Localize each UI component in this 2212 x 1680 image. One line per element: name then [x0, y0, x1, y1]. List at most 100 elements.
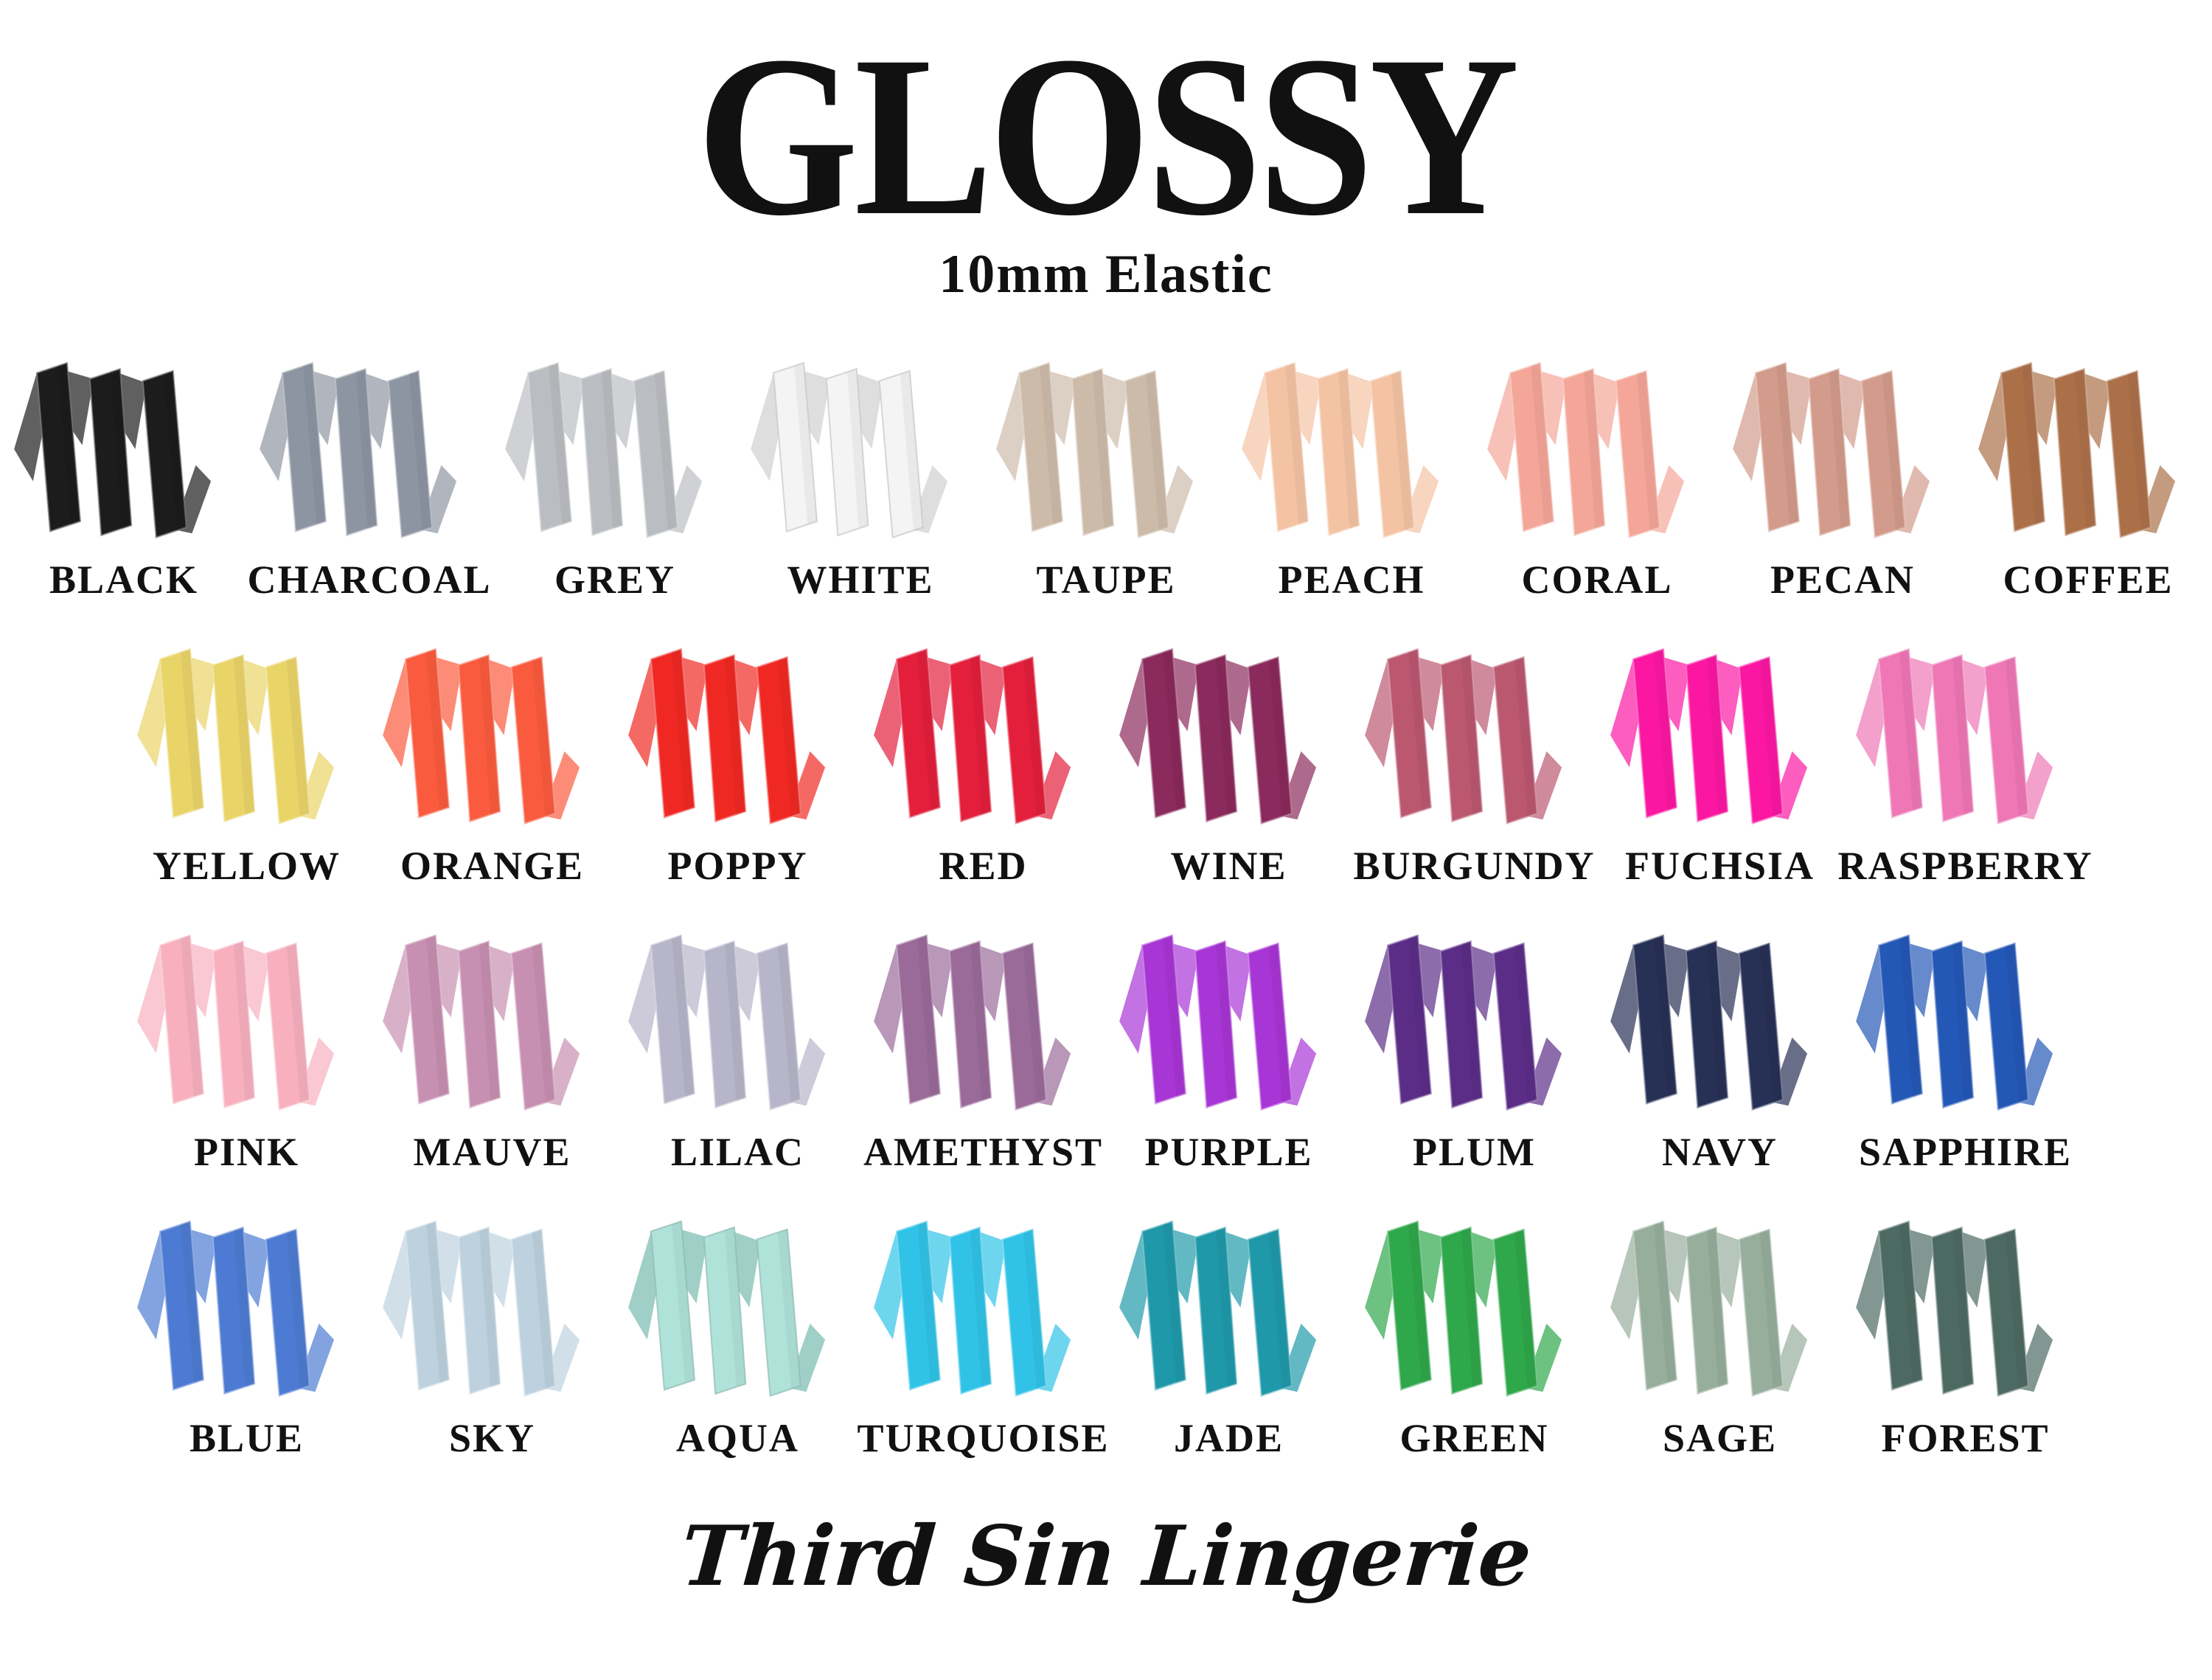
ribbon-edge-shade	[1706, 941, 1728, 1101]
ribbon-swatch	[873, 1220, 1071, 1398]
ribbon-front-strip	[1983, 1228, 2029, 1398]
ribbon-edge-shade	[1952, 941, 1973, 1101]
ribbon-edge-shade	[970, 941, 991, 1101]
ribbon-edge-shade	[1145, 370, 1169, 531]
ribbon-edge-shade	[425, 649, 449, 811]
ribbon-front-strip	[1194, 1226, 1237, 1395]
ribbon-edge-shade	[1776, 363, 1799, 525]
ribbon-edge-shade	[1408, 1221, 1431, 1384]
ribbon-swatch	[1487, 361, 1685, 539]
ribbon-edge-shade	[2022, 363, 2045, 525]
ribbon-front-strip	[1247, 942, 1293, 1111]
ribbon-front-strip	[948, 653, 992, 823]
swatch-row-1: BLACK CHARCOAL GREY WHITE TAUPE PEACH CORAL PEC…	[0, 349, 2212, 603]
ribbon-edge-shade	[286, 1229, 310, 1389]
swatch-label: BURGUNDY	[1353, 844, 1596, 888]
swatch-cell: GREY	[493, 349, 738, 603]
swatch-label: CHARCOAL	[247, 558, 492, 602]
page-subtitle: 10mm Elastic	[939, 244, 1273, 305]
ribbon-edge-shade	[847, 369, 869, 529]
ribbon-edge-shade	[1215, 655, 1237, 815]
ribbon-swatch	[136, 1220, 334, 1398]
swatch-label: SAGE	[1662, 1416, 1778, 1460]
swatch-label: BLACK	[49, 558, 199, 602]
ribbon-front-strip	[404, 1220, 450, 1391]
ribbon-front-strip	[948, 940, 992, 1109]
ribbon-front-strip	[756, 656, 801, 825]
ribbon-edge-shade	[1514, 1229, 1537, 1389]
ribbon-front-strip	[1263, 361, 1310, 532]
ribbon-front-strip	[1632, 934, 1677, 1105]
ribbon-edge-shade	[1636, 370, 1660, 531]
ribbon-edge-shade	[479, 941, 500, 1101]
ribbon-edge-shade	[1268, 1229, 1292, 1389]
ribbon-front-strip	[35, 361, 82, 532]
ribbon-front-strip	[510, 656, 556, 825]
ribbon-edge-shade	[2005, 943, 2028, 1103]
ribbon-front-strip	[1877, 1220, 1923, 1391]
ribbon-front-strip	[1632, 1220, 1677, 1391]
ribbon-edge-shade	[1391, 370, 1414, 531]
ribbon-front-strip	[1141, 934, 1186, 1105]
swatch-label: PEACH	[1278, 558, 1425, 602]
swatch-label: SAPPHIRE	[1858, 1130, 2073, 1174]
ribbon-swatch	[505, 361, 703, 539]
ribbon-edge-shade	[724, 941, 745, 1101]
ribbon-front-strip	[404, 934, 450, 1105]
ribbon-front-strip	[457, 940, 501, 1109]
ribbon-edge-shade	[356, 369, 378, 529]
swatch-label: RED	[939, 844, 1028, 888]
ribbon-front-strip	[1983, 942, 2029, 1111]
ribbon-swatch	[1610, 934, 1807, 1111]
swatch-cell: SKY	[369, 1207, 615, 1461]
ribbon-edge-shade	[1268, 943, 1292, 1103]
swatch-label: CORAL	[1521, 558, 1673, 602]
ribbon-edge-shade	[671, 1221, 695, 1384]
ribbon-front-strip	[1738, 942, 1784, 1111]
ribbon-swatch	[1733, 361, 1930, 539]
ribbon-front-strip	[281, 361, 327, 532]
swatch-label: WHITE	[787, 558, 934, 602]
swatch-cell: FUCHSIA	[1597, 635, 1843, 889]
ribbon-swatch	[382, 1220, 580, 1398]
ribbon-front-strip	[1386, 934, 1432, 1105]
ribbon-edge-shade	[180, 1221, 204, 1384]
color-chart-page: { "title": "GLOSSY", "subtitle": "10mm E…	[0, 21, 2212, 1680]
ribbon-edge-shade	[1040, 363, 1062, 525]
ribbon-front-strip	[1930, 1226, 1974, 1395]
swatch-label: TAUPE	[1036, 558, 1176, 602]
swatch-cell: RED	[860, 635, 1106, 889]
ribbon-front-strip	[756, 942, 801, 1111]
page-header: GLOSSY 10mm Elastic	[0, 21, 2212, 306]
swatch-cell: PINK	[124, 921, 369, 1175]
ribbon-front-strip	[1492, 942, 1538, 1111]
ribbon-front-strip	[142, 369, 187, 539]
ribbon-edge-shade	[479, 655, 500, 815]
swatch-cell: PLUM	[1352, 921, 1597, 1175]
ribbon-front-strip	[703, 1226, 746, 1395]
ribbon-edge-shade	[777, 943, 801, 1103]
ribbon-front-strip	[1983, 656, 2029, 825]
swatch-cell: TAUPE	[984, 349, 1229, 603]
ribbon-front-strip	[510, 1228, 556, 1398]
ribbon-front-strip	[1930, 653, 1974, 823]
swatch-label: ORANGE	[400, 844, 584, 888]
swatch-cell: AQUA	[615, 1207, 860, 1461]
ribbon-edge-shade	[1829, 369, 1851, 529]
swatch-cell: NAVY	[1597, 921, 1843, 1175]
ribbon-front-strip	[1316, 367, 1360, 537]
ribbon-edge-shade	[532, 943, 555, 1103]
swatch-label: TURQUOISE	[857, 1416, 1110, 1460]
ribbon-edge-shade	[1162, 649, 1186, 811]
ribbon-front-strip	[825, 367, 869, 537]
ribbon-front-strip	[1194, 653, 1237, 823]
ribbon-edge-shade	[1162, 1221, 1186, 1384]
ribbon-edge-shade	[233, 1227, 254, 1387]
ribbon-front-strip	[212, 1226, 255, 1395]
swatch-label: NAVY	[1661, 1130, 1778, 1174]
ribbon-front-strip	[387, 369, 433, 539]
ribbon-front-strip	[1386, 1220, 1432, 1391]
ribbon-edge-shade	[532, 1229, 555, 1389]
ribbon-front-strip	[2000, 361, 2046, 532]
swatch-label: PECAN	[1770, 558, 1915, 602]
